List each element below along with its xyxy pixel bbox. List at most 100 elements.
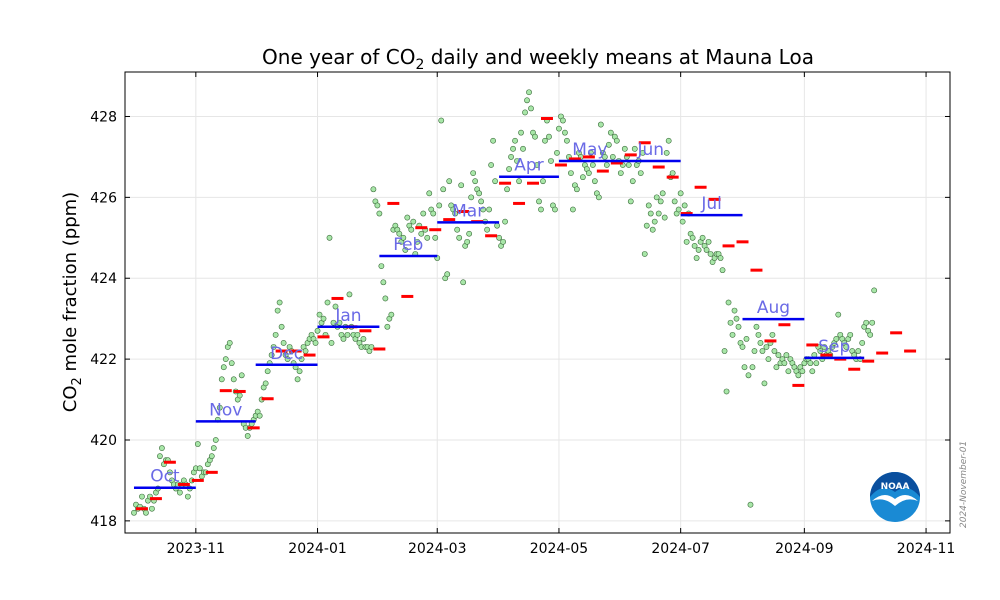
daily-point (264, 368, 271, 375)
daily-point (601, 154, 608, 160)
daily-point (528, 105, 534, 112)
daily-point (609, 154, 616, 160)
daily-point (376, 210, 383, 217)
daily-point (424, 234, 431, 241)
daily-point (749, 364, 756, 371)
daily-point (466, 230, 473, 237)
noaa-logo: NOAA (870, 472, 920, 522)
daily-point (316, 311, 323, 318)
daily-point (579, 174, 586, 181)
daily-point (536, 198, 542, 205)
daily-point (763, 344, 770, 350)
daily-point (695, 247, 702, 253)
daily-point (328, 340, 335, 346)
daily-point (332, 303, 339, 310)
daily-point (835, 311, 842, 318)
daily-point (813, 360, 820, 367)
month-labels: Oct Nov Dec Jan Feb Mar Apr May Jun Jul Aug Sep (150, 140, 850, 487)
daily-point (388, 311, 395, 318)
daily-point (821, 344, 828, 350)
daily-point (278, 323, 285, 330)
daily-point (446, 178, 453, 185)
daily-point (603, 162, 610, 168)
daily-point (374, 202, 381, 209)
daily-point (679, 218, 686, 225)
daily-point (693, 255, 700, 261)
daily-point (568, 170, 574, 176)
daily-point (833, 335, 840, 342)
daily-point (705, 238, 712, 245)
daily-point (346, 291, 353, 298)
y-tick-label: 418 (90, 514, 117, 530)
daily-point (771, 348, 778, 354)
daily-point (360, 335, 367, 342)
daily-point (552, 206, 558, 213)
daily-point (404, 214, 411, 221)
daily-point (330, 319, 337, 326)
daily-point (294, 376, 301, 383)
daily-point (344, 331, 351, 338)
month-label: Oct (150, 467, 180, 487)
daily-point (208, 453, 215, 460)
daily-point (494, 222, 500, 229)
daily-point (757, 340, 764, 346)
daily-point (605, 141, 612, 148)
daily-point (729, 331, 736, 338)
daily-point (809, 368, 816, 375)
daily-point (139, 493, 145, 500)
daily-point (478, 198, 485, 205)
daily-point (723, 388, 730, 395)
daily-point (370, 186, 377, 193)
daily-point (284, 356, 291, 363)
daily-point (274, 307, 281, 314)
daily-point (775, 352, 782, 358)
monthly-means (133, 159, 865, 489)
daily-point (655, 210, 662, 217)
plot-frame (124, 71, 951, 534)
daily-point (807, 360, 814, 367)
daily-point (570, 206, 576, 213)
daily-point (665, 137, 672, 144)
daily-point (595, 194, 602, 201)
daily-point (518, 129, 524, 136)
daily-point (532, 133, 538, 140)
month-label: Sep (818, 337, 850, 357)
daily-point (444, 271, 451, 278)
daily-point (510, 145, 516, 152)
daily-point (226, 340, 233, 346)
daily-point (671, 198, 678, 205)
daily-point (560, 117, 566, 124)
daily-point (440, 186, 447, 193)
daily-point (585, 170, 592, 176)
daily-point (661, 214, 668, 221)
daily-point (159, 445, 165, 451)
daily-point (522, 109, 528, 116)
daily-point (751, 348, 758, 354)
daily-point (464, 238, 471, 245)
month-label: Jul (700, 194, 722, 214)
daily-point (651, 218, 658, 225)
daily-point (476, 190, 483, 197)
daily-point (847, 331, 854, 338)
daily-point (420, 210, 427, 217)
daily-point (546, 133, 552, 140)
daily-point (607, 129, 614, 136)
daily-point (496, 234, 502, 241)
daily-point (452, 210, 459, 217)
daily-point (669, 170, 676, 176)
x-tick-label: 2023-11 (167, 541, 226, 557)
daily-point (149, 505, 155, 512)
daily-point (617, 170, 624, 176)
y-axis-title: CO2 mole fraction (ppm) (60, 192, 85, 412)
x-tick-label: 2024-01 (288, 541, 347, 557)
daily-point (554, 149, 560, 156)
daily-point (336, 319, 343, 326)
daily-point (731, 307, 738, 314)
daily-point (430, 210, 437, 217)
month-label: Jan (334, 306, 361, 326)
daily-point (272, 331, 279, 338)
daily-point (402, 247, 409, 253)
daily-point (707, 251, 714, 257)
daily-point (157, 453, 163, 460)
